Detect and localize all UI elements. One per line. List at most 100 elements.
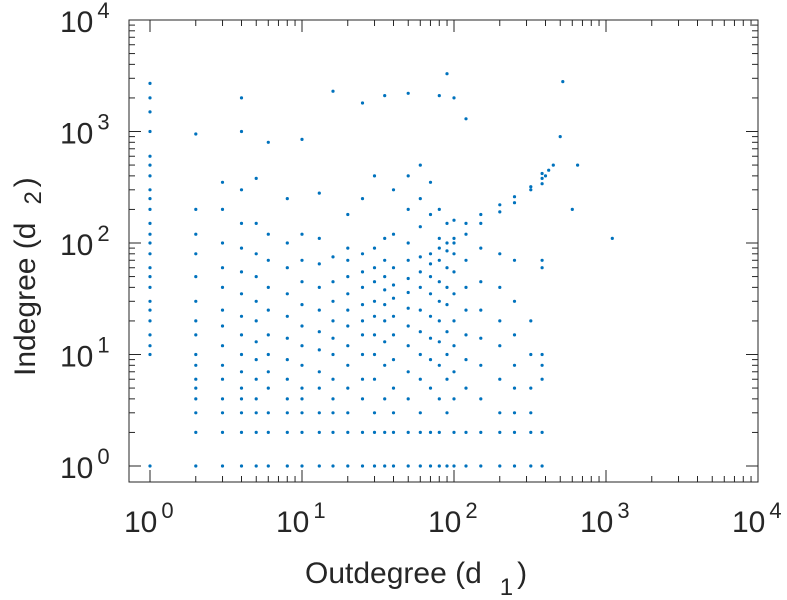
data-point [148, 174, 152, 178]
data-point [437, 246, 441, 250]
data-point [498, 319, 502, 323]
data-point [331, 377, 335, 381]
data-point [428, 464, 433, 468]
data-point [406, 344, 410, 348]
data-point [464, 464, 468, 468]
data-point [148, 333, 152, 337]
data-point [372, 266, 377, 270]
plot-area-border [128, 19, 759, 483]
data-point [383, 340, 387, 344]
data-point [220, 377, 225, 381]
data-point [464, 358, 468, 362]
data-point [464, 221, 468, 225]
data-point [360, 101, 365, 105]
data-point [406, 397, 410, 401]
data-point [529, 464, 533, 468]
data-point [464, 258, 468, 262]
data-point [285, 241, 289, 245]
y-axis-title: Indegree (d 2) [9, 177, 47, 376]
data-point [452, 344, 456, 348]
data-point [300, 363, 304, 367]
data-point [372, 430, 377, 434]
data-point [464, 430, 468, 434]
data-point [498, 344, 502, 348]
data-point [445, 303, 449, 307]
data-point [383, 303, 387, 307]
data-point [360, 464, 365, 468]
data-point [285, 411, 289, 415]
data-point [317, 430, 321, 434]
data-point [346, 258, 350, 262]
data-point [610, 236, 614, 240]
data-point [360, 377, 365, 381]
data-point [445, 241, 449, 245]
data-point [300, 344, 304, 348]
data-point [383, 464, 387, 468]
data-point [391, 232, 396, 236]
data-point [391, 333, 396, 337]
data-point [540, 176, 544, 180]
data-point [512, 333, 517, 337]
data-point [331, 336, 335, 340]
data-point [254, 411, 258, 415]
data-point [360, 397, 365, 401]
data-point [317, 191, 321, 195]
data-point [239, 314, 244, 318]
data-point [428, 180, 433, 184]
plot-frame [128, 19, 759, 483]
data-point [512, 464, 517, 468]
data-point [391, 314, 396, 318]
data-point [391, 283, 396, 287]
data-point [445, 330, 449, 334]
data-point [194, 319, 198, 323]
data-point [360, 197, 365, 201]
data-point [148, 154, 152, 158]
data-point [372, 464, 377, 468]
data-point [391, 296, 396, 300]
data-point [360, 319, 365, 323]
data-point [452, 96, 456, 100]
data-point [372, 174, 377, 178]
data-point [479, 363, 483, 367]
data-point [479, 464, 483, 468]
data-point [220, 464, 225, 468]
data-point [220, 324, 225, 328]
data-point [346, 212, 350, 217]
data-point [346, 386, 350, 390]
data-point [437, 319, 441, 323]
data-point [529, 430, 533, 434]
data-point [452, 270, 456, 274]
data-point [372, 411, 377, 415]
data-point [346, 292, 350, 296]
data-point [418, 377, 422, 381]
data-points [148, 72, 614, 468]
data-point [406, 174, 410, 178]
data-point [148, 129, 152, 134]
data-point [239, 411, 244, 415]
x-axis-title-main: Outdegree (d [305, 557, 482, 590]
data-point [452, 464, 456, 468]
data-point [194, 333, 198, 337]
data-point [418, 308, 422, 312]
data-point [266, 308, 270, 312]
data-point [266, 430, 270, 434]
data-point [418, 270, 422, 274]
data-point [452, 430, 456, 434]
data-point [346, 430, 350, 434]
data-point [406, 241, 410, 245]
data-point [540, 266, 544, 270]
data-point [220, 180, 225, 184]
data-point [300, 397, 304, 401]
data-point [285, 397, 289, 401]
data-point [452, 397, 456, 401]
data-point [148, 221, 152, 225]
data-point [479, 221, 483, 225]
data-point [406, 258, 410, 262]
data-point [437, 258, 441, 262]
data-point [285, 266, 289, 270]
data-point [437, 207, 441, 211]
data-point [498, 203, 502, 207]
data-point [428, 252, 433, 256]
data-point [543, 174, 548, 178]
data-point [437, 280, 441, 284]
